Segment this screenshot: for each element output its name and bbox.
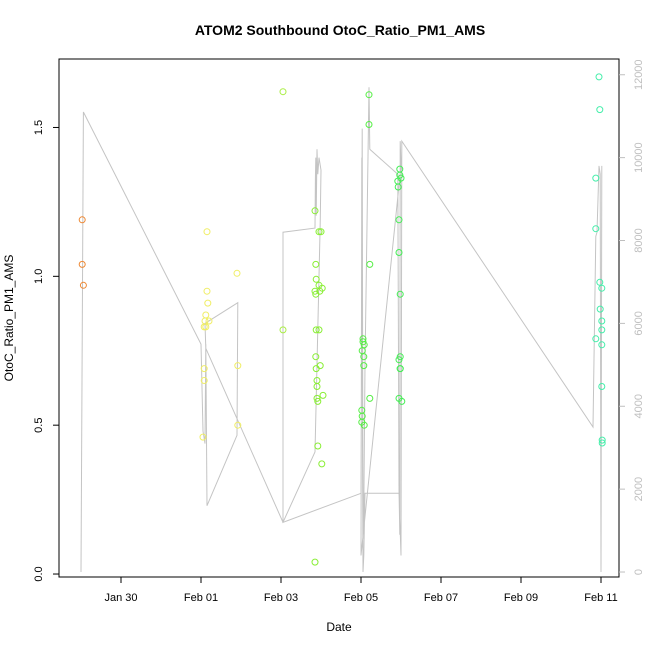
- y-tick-label: 0.0: [33, 566, 45, 581]
- data-point: [360, 362, 368, 370]
- data-point: [311, 287, 319, 295]
- x-axis-label: Date: [326, 620, 352, 634]
- x-tick-label: Feb 01: [184, 592, 218, 604]
- data-point: [202, 311, 210, 319]
- data-point: [595, 73, 603, 81]
- data-point: [592, 335, 600, 343]
- data-point: [312, 275, 320, 283]
- data-point: [314, 442, 322, 450]
- data-point: [598, 284, 606, 292]
- x-tick-label: Jan 30: [104, 592, 137, 604]
- data-point: [202, 323, 210, 331]
- data-point: [279, 88, 287, 96]
- data-point: [314, 397, 322, 405]
- data-point: [200, 365, 208, 373]
- y2-tick-label: 0: [633, 569, 645, 575]
- line-layer: [80, 87, 603, 573]
- data-point: [234, 421, 242, 429]
- data-point: [592, 174, 600, 182]
- x-tick-label: Feb 07: [424, 592, 458, 604]
- data-point: [398, 397, 406, 405]
- data-point: [396, 353, 404, 361]
- y2-tick-label: 8000: [633, 228, 645, 252]
- data-point: [317, 228, 325, 236]
- plot-frame: [58, 58, 620, 578]
- y-tick-label: 1.0: [33, 269, 45, 284]
- data-point: [394, 183, 402, 191]
- y-axis: 0.0 0.5 1.0 1.5: [33, 120, 59, 582]
- data-point: [360, 353, 368, 361]
- data-point: [199, 433, 207, 441]
- data-point: [365, 91, 373, 99]
- data-point: [360, 341, 368, 349]
- data-point: [79, 281, 87, 289]
- y-tick-label: 0.5: [33, 418, 45, 433]
- data-point: [358, 412, 366, 420]
- data-point: [366, 394, 374, 402]
- data-point: [315, 326, 323, 334]
- data-point: [598, 383, 606, 390]
- data-point: [596, 106, 604, 114]
- y-axis-label: OtoC_Ratio_PM1_AMS: [2, 255, 16, 382]
- data-point: [311, 207, 319, 215]
- data-point: [319, 391, 327, 399]
- data-point: [233, 269, 241, 277]
- y2-axis: 0 2000 4000 6000 8000 10000 12000: [619, 59, 645, 575]
- x-tick-label: Feb 05: [344, 592, 378, 604]
- data-point: [205, 317, 213, 325]
- data-point: [596, 278, 604, 286]
- y2-tick-label: 2000: [633, 477, 645, 501]
- y2-tick-label: 4000: [633, 394, 645, 418]
- data-point: [78, 216, 86, 224]
- data-point: [279, 326, 287, 334]
- data-point: [204, 299, 212, 307]
- chart-title: ATOM2 Southbound OtoC_Ratio_PM1_AMS: [195, 22, 485, 38]
- data-point: [395, 249, 403, 256]
- data-point: [312, 353, 320, 361]
- data-point: [397, 174, 405, 182]
- data-point: [366, 260, 374, 268]
- data-point: [598, 341, 606, 349]
- data-point: [596, 305, 604, 313]
- data-point: [396, 290, 404, 298]
- y2-tick-label: 6000: [633, 311, 645, 335]
- y2-tick-label: 12000: [633, 59, 645, 90]
- data-point: [592, 225, 600, 233]
- data-point: [312, 260, 320, 268]
- data-point: [318, 284, 326, 292]
- data-point: [318, 460, 326, 468]
- line-series: [80, 87, 603, 573]
- y2-tick-label: 10000: [633, 142, 645, 173]
- data-point: [598, 326, 606, 334]
- data-point: [395, 216, 403, 224]
- data-point: [200, 377, 208, 384]
- data-point: [312, 326, 320, 334]
- data-point: [360, 421, 368, 429]
- data-point: [203, 287, 211, 295]
- points-layer: [78, 73, 606, 566]
- data-point: [598, 317, 606, 325]
- x-axis: Jan 30 Feb 01 Feb 03 Feb 05 Feb 07 Feb 09 Feb …: [104, 577, 618, 604]
- x-tick-label: Feb 03: [264, 592, 298, 604]
- data-point: [311, 558, 319, 566]
- data-point: [598, 439, 606, 447]
- data-point: [365, 121, 373, 128]
- data-point: [234, 362, 242, 370]
- data-point: [203, 228, 211, 236]
- data-point: [598, 436, 606, 444]
- x-tick-label: Feb 11: [584, 592, 617, 604]
- data-point: [315, 228, 323, 236]
- data-point: [316, 362, 324, 370]
- data-point: [78, 260, 86, 268]
- data-point: [313, 383, 321, 390]
- data-point: [313, 394, 321, 402]
- data-point: [396, 365, 404, 373]
- x-tick-label: Feb 09: [504, 592, 538, 604]
- y-tick-label: 1.5: [33, 120, 45, 135]
